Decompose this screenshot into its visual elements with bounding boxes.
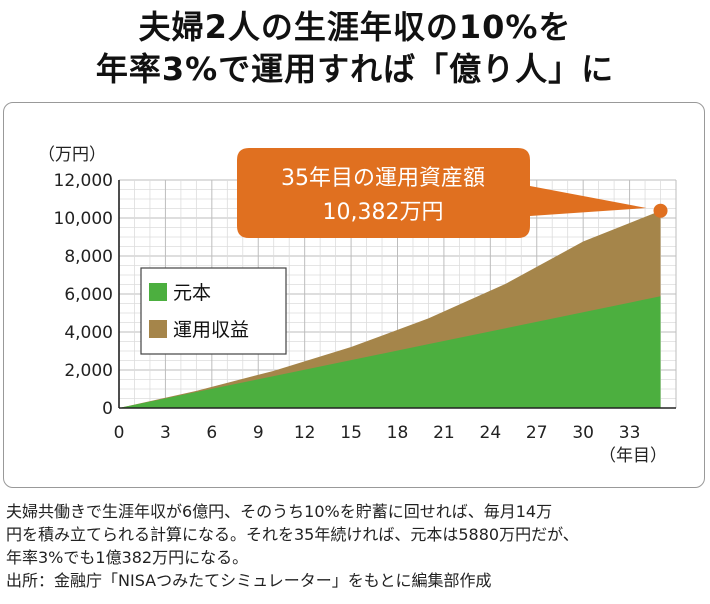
callout-line-2: 10,382万円 <box>323 200 444 225</box>
x-tick-label: 21 <box>433 423 455 443</box>
callout-line-1: 35年目の運用資産額 <box>281 166 485 191</box>
x-tick-label: 30 <box>572 423 594 443</box>
footnote-line-1: 夫婦共働きで生涯年収が6億円、そのうち10%を貯蓄に回せれば、毎月14万 <box>6 502 553 521</box>
x-tick-label: 12 <box>294 423 316 443</box>
x-unit-label: （年目） <box>599 446 667 466</box>
tick-labels: 0 2,000 4,000 6,000 8,000 10,000 12,000 0 3 6 9 12 1… <box>54 171 641 443</box>
footnote: 夫婦共働きで生涯年収が6億円、そのうち10%を貯蓄に回せれば、毎月14万 円を積… <box>6 500 706 592</box>
axes <box>118 180 676 409</box>
y-tick-label: 0 <box>102 399 113 419</box>
x-tick-label: 33 <box>619 423 641 443</box>
x-tick-label: 9 <box>253 423 264 443</box>
areas <box>119 210 661 408</box>
legend-label-principal: 元本 <box>173 282 211 304</box>
callout-bubble <box>237 148 647 238</box>
y-unit-label: （万円） <box>38 145 106 165</box>
x-tick-label: 0 <box>114 423 125 443</box>
legend-swatch-gain <box>149 320 167 338</box>
legend-label-gain: 運用収益 <box>173 319 249 341</box>
footnote-source: 出所：金融庁「NISAつみたてシミュレーター」をもとに編集部作成 <box>6 571 492 590</box>
y-tick-label: 2,000 <box>64 361 113 381</box>
legend-box <box>140 267 287 355</box>
x-tick-label: 6 <box>206 423 217 443</box>
principal-area <box>119 296 661 408</box>
x-tick-label: 3 <box>160 423 171 443</box>
y-tick-label: 8,000 <box>64 247 113 267</box>
legend: 元本 運用収益 <box>140 267 287 355</box>
chart-title: 夫婦2人の生涯年収の10%を 年率3%で運用すれば「億り人」に <box>0 6 710 90</box>
y-tick-label: 4,000 <box>64 323 113 343</box>
title-line-2: 年率3%で運用すれば「億り人」に <box>95 50 615 88</box>
footnote-line-3: 年率3%でも1億382万円になる。 <box>6 548 249 567</box>
legend-swatch-principal <box>149 283 167 301</box>
x-tick-label: 18 <box>387 423 409 443</box>
y-tick-label: 10,000 <box>54 209 113 229</box>
y-tick-label: 12,000 <box>54 171 113 191</box>
footnote-line-2: 円を積み立てられる計算になる。それを35年続ければ、元本は5880万円だが、 <box>6 525 579 544</box>
title-line-1: 夫婦2人の生涯年収の10%を <box>138 8 572 46</box>
callout: 35年目の運用資産額 10,382万円 <box>237 148 647 238</box>
y-tick-label: 6,000 <box>64 285 113 305</box>
x-tick-label: 27 <box>526 423 548 443</box>
end-point-marker <box>653 203 668 218</box>
x-tick-label: 15 <box>340 423 362 443</box>
x-tick-label: 24 <box>480 423 502 443</box>
